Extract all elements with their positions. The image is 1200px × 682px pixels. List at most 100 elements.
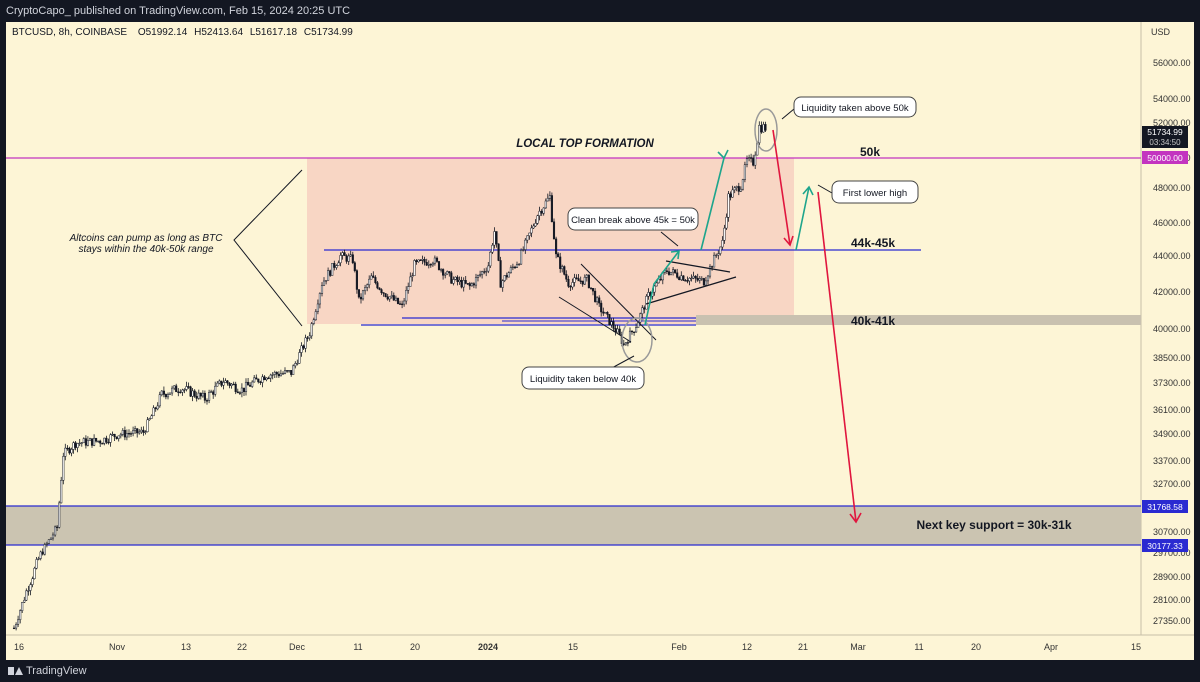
candle-body (464, 280, 467, 284)
candle-body (659, 278, 662, 281)
candle-body (255, 377, 258, 380)
candle-body (522, 249, 525, 251)
candle-body (573, 277, 576, 283)
candle-body (197, 392, 200, 399)
candle-body (119, 434, 122, 437)
countdown-text: 03:34:50 (1149, 138, 1181, 147)
candle-body (156, 405, 159, 410)
candle-body (737, 186, 740, 192)
x-ticks: 16 Nov 13 22 Dec 11 20 2024 15 Feb 12 21 Mar 11 20 Apr 1… (14, 642, 1141, 652)
candle-body (72, 442, 75, 450)
candle-body (624, 342, 627, 345)
y-tick-label: 42000.00 (1153, 287, 1191, 297)
candle-body (62, 456, 65, 481)
candle-body (263, 376, 266, 381)
candle-body (95, 437, 98, 442)
candle-body (166, 394, 170, 398)
candle-body (524, 239, 527, 250)
tag-30177 (1142, 539, 1188, 552)
candle-body (82, 438, 85, 444)
candle-body (236, 391, 239, 394)
candle-body (491, 244, 494, 253)
candle-body (366, 284, 369, 288)
candle-body (585, 274, 588, 278)
candle-body (682, 275, 685, 281)
red-arrow-drop (772, 129, 791, 246)
candle-body (181, 389, 184, 393)
candle-body (99, 440, 102, 444)
y-tick-label: 28900.00 (1153, 572, 1191, 582)
candle-body (17, 619, 20, 625)
candle-body (575, 277, 578, 279)
candle-body (51, 534, 55, 539)
candle-body (450, 272, 453, 284)
x-tick-label: 16 (14, 642, 24, 652)
callout-first-lower-high (831, 180, 919, 204)
candle-body (507, 272, 510, 278)
wedge-upper (580, 263, 657, 341)
candle-body (220, 380, 223, 386)
candle-body (470, 283, 473, 287)
candle-body (304, 337, 307, 349)
candle-body (413, 260, 416, 276)
candle-body (403, 300, 406, 305)
candle-body (265, 377, 268, 380)
candle-body (322, 280, 326, 286)
candle-body (125, 433, 128, 438)
candle-body (741, 179, 744, 190)
candle-body (448, 271, 451, 274)
candle-body (423, 259, 426, 263)
candle-body (571, 282, 574, 288)
price-chart[interactable]: Liquidity taken above 50k Clean break ab… (6, 22, 1194, 660)
candle-body (78, 442, 81, 445)
candle-body (45, 543, 48, 545)
candle-body (33, 567, 36, 579)
x-tick-label: 13 (181, 642, 191, 652)
candle-body (23, 599, 26, 603)
callout-clean-break (567, 207, 699, 231)
candle-body (70, 449, 73, 454)
candle-body (635, 327, 638, 333)
tag-30177-text: 30177.33 (1147, 541, 1183, 551)
candle-body (226, 380, 229, 384)
candle-body (333, 263, 336, 268)
candle-body (534, 223, 537, 227)
candle-body (329, 270, 332, 276)
y-tick-label: 27350.00 (1153, 616, 1191, 626)
candle-body (60, 480, 63, 504)
candle-body (111, 433, 114, 436)
candle-body (121, 430, 124, 435)
callout-liquidity-above (793, 96, 917, 118)
candle-body (228, 382, 231, 386)
candle-body (633, 331, 636, 333)
candle-body (760, 125, 763, 133)
candles (12, 121, 767, 631)
candle-body (440, 269, 443, 271)
candle-body (56, 526, 59, 528)
x-tick-label: 15 (568, 642, 578, 652)
x-tick-label: 20 (971, 642, 981, 652)
candle-body (90, 438, 94, 446)
x-tick-label: 11 (353, 642, 362, 652)
candle-body (183, 389, 186, 391)
last-price-text: 51734.99 (1147, 127, 1183, 137)
x-tick-label: 22 (237, 642, 247, 652)
candle-body (739, 188, 742, 192)
candle-body (530, 227, 533, 234)
candle-body (164, 394, 167, 398)
candle-body (25, 590, 28, 601)
candle-body (758, 125, 761, 144)
candle-body (74, 442, 77, 448)
candle-body (335, 265, 338, 268)
candle-body (115, 436, 118, 439)
candle-body (606, 312, 609, 315)
candle-body (331, 263, 334, 276)
tradingview-footer: TradingView (0, 660, 1200, 682)
candle-body (12, 627, 16, 630)
candle-body (394, 297, 397, 301)
candle-body (429, 264, 432, 266)
candle-body (310, 323, 313, 337)
candle-body (669, 271, 673, 275)
candle-body (162, 390, 165, 395)
candle-body (456, 276, 459, 282)
